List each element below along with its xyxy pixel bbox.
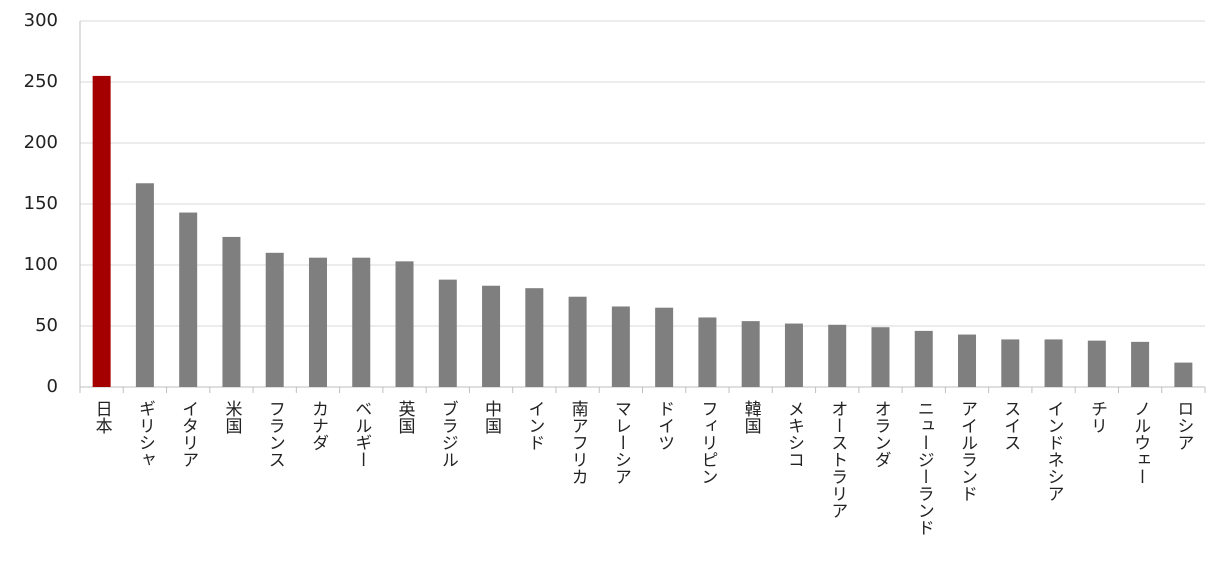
bar [438, 279, 457, 387]
bar [265, 252, 284, 387]
bar [352, 257, 371, 387]
y-tick-label: 250 [24, 71, 58, 92]
bar [741, 321, 760, 387]
bar [958, 334, 977, 387]
bar [395, 261, 414, 387]
x-tick-label: マレーシア [611, 400, 631, 485]
x-tick-label: フィリピン [697, 400, 717, 485]
x-tick-label: 南アフリカ [568, 400, 588, 485]
x-tick-label: カナダ [308, 400, 328, 451]
x-tick-label: 中国 [481, 400, 501, 434]
bar [871, 327, 890, 387]
y-tick-label: 150 [24, 193, 58, 214]
x-tick-label: メキシコ [784, 400, 804, 468]
bar [828, 324, 847, 387]
bar [179, 212, 198, 387]
bar [222, 236, 241, 387]
bar [525, 288, 544, 387]
y-tick-label: 300 [24, 10, 58, 31]
bar [1001, 339, 1020, 387]
x-tick-label: ギリシャ [135, 400, 155, 468]
x-tick-label: 日本 [92, 400, 113, 434]
bar [1044, 339, 1063, 387]
x-tick-label: チリ [1087, 400, 1107, 434]
bar [308, 257, 327, 387]
x-tick-label: オランダ [870, 400, 890, 468]
x-tick-label: 韓国 [741, 400, 762, 434]
bar [568, 296, 587, 387]
bar [1131, 341, 1150, 387]
x-tick-label: ロシア [1173, 400, 1193, 451]
x-tick-label: ドイツ [654, 400, 674, 451]
bar [914, 330, 933, 387]
x-tick-label: ベルギー [351, 400, 371, 468]
y-tick-label: 100 [24, 254, 58, 275]
x-tick-label: 英国 [395, 400, 416, 434]
x-tick-label: ノルウェー [1130, 400, 1150, 485]
x-tick-label: オーストラリア [827, 400, 847, 519]
x-tick-label: インド [524, 400, 544, 451]
x-tick-label: ニュージーランド [914, 400, 934, 536]
bar [698, 317, 717, 387]
x-tick-label: スイス [1000, 400, 1020, 451]
y-tick-label: 50 [35, 315, 58, 336]
y-tick-label: 200 [24, 132, 58, 153]
x-tick-label: イタリア [178, 400, 198, 468]
x-tick-label: フランス [265, 400, 285, 468]
x-tick-label: アイルランド [957, 400, 977, 502]
bar [92, 75, 111, 388]
bar [1087, 340, 1106, 387]
bar [784, 323, 803, 387]
y-tick-label: 0 [47, 376, 58, 397]
bar [1174, 362, 1193, 387]
x-tick-label: インドネシア [1044, 400, 1064, 502]
bar [482, 285, 501, 387]
x-tick-label: ブラジル [438, 400, 458, 468]
x-tick-label: 米国 [221, 400, 242, 434]
bar [611, 306, 630, 387]
bar [135, 183, 154, 387]
bar [655, 307, 674, 387]
